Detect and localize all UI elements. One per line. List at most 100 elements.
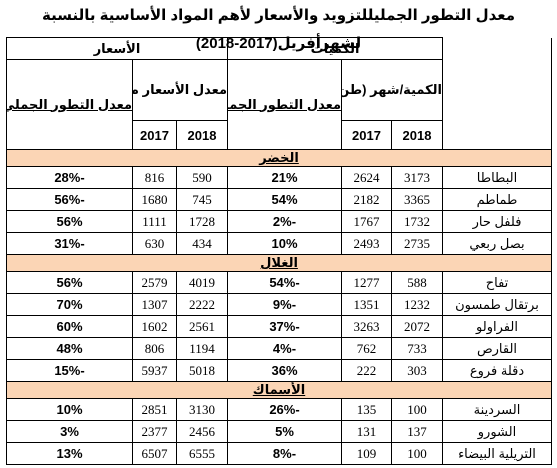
table-row: التريلية البيضاء 100 109 -8% 6555 6507 13% [6, 442, 552, 465]
price-2017-cell: 1602 [132, 315, 177, 338]
table-row: الفراولو 2072 3263 -37% 2561 1602 60% [6, 315, 552, 338]
qty-2018-cell: 588 [391, 271, 443, 294]
qty-change-cell: -8% [227, 442, 342, 465]
qty-month-header: الكمية/شهر (طن) [341, 59, 443, 121]
item-name-cell: برتقال طمسون [442, 293, 552, 316]
price-change-cell: -56% [6, 188, 133, 211]
qty-2017-header: 2017 [341, 120, 392, 150]
qty-2017-cell: 109 [341, 442, 392, 465]
price-2018-cell: 434 [176, 232, 228, 255]
price-2018-cell: 1194 [176, 337, 228, 360]
qty-2017-cell: 222 [341, 359, 392, 382]
price-2017-header: 2017 [132, 120, 177, 150]
item-name-cell: تفاح [442, 271, 552, 294]
price-2017-cell: 1307 [132, 293, 177, 316]
item-name-cell: القارص [442, 337, 552, 360]
table-row: السردينة 100 135 -26% 3130 2851 10% [6, 398, 552, 421]
qty-2017-cell: 2182 [341, 188, 392, 211]
qty-2018-cell: 3365 [391, 188, 443, 211]
price-2018-cell: 1728 [176, 210, 228, 233]
table-row: البطاطا 3173 2624 21% 590 816 -28% [6, 166, 552, 189]
qty-2018-cell: 100 [391, 398, 443, 421]
price-change-cell: -15% [6, 359, 133, 382]
qty-2018-cell: 2072 [391, 315, 443, 338]
table-row: بصل ربعي 2735 2493 10% 434 630 -31% [6, 232, 552, 255]
qty-2018-cell: 137 [391, 420, 443, 443]
price-2018-cell: 4019 [176, 271, 228, 294]
price-change-cell: -31% [6, 232, 133, 255]
table-row: طماطم 3365 2182 54% 745 1680 -56% [6, 188, 552, 211]
price-change-cell: 48% [6, 337, 133, 360]
qty-2018-cell: 3173 [391, 166, 443, 189]
price-2018-cell: 745 [176, 188, 228, 211]
price-2017-cell: 6507 [132, 442, 177, 465]
qty-2018-cell: 100 [391, 442, 443, 465]
item-header-cell [442, 37, 552, 150]
qty-change-cell: 54% [227, 188, 342, 211]
qty-change-cell: 21% [227, 166, 342, 189]
qty-2017-cell: 1767 [341, 210, 392, 233]
qty-change-header: معدل التطور الجملي للتزويد 2018-2017 (%) [227, 59, 342, 150]
price-2017-cell: 806 [132, 337, 177, 360]
price-2017-cell: 2851 [132, 398, 177, 421]
price-2017-cell: 5937 [132, 359, 177, 382]
item-name-cell: البطاطا [442, 166, 552, 189]
price-2017-cell: 2377 [132, 420, 177, 443]
price-change-cell: 60% [6, 315, 133, 338]
price-unit-header: معدل الأسعار مليم/كغ [132, 59, 228, 121]
category-row: الغلال [6, 254, 552, 272]
prices-group-header: الأسعار [6, 37, 228, 60]
qty-change-cell: -9% [227, 293, 342, 316]
price-2017-cell: 2579 [132, 271, 177, 294]
price-2017-cell: 630 [132, 232, 177, 255]
qty-change-cell: 10% [227, 232, 342, 255]
price-change-cell: 56% [6, 210, 133, 233]
category-row: الخضر [6, 149, 552, 167]
qty-change-cell: -26% [227, 398, 342, 421]
item-name-cell: بصل ربعي [442, 232, 552, 255]
price-2018-cell: 6555 [176, 442, 228, 465]
item-name-cell: السردينة [442, 398, 552, 421]
qty-change-cell: 5% [227, 420, 342, 443]
price-change-cell: 56% [6, 271, 133, 294]
category-label: الغلال [6, 254, 552, 272]
qty-2017-cell: 131 [341, 420, 392, 443]
qty-2018-cell: 733 [391, 337, 443, 360]
qty-change-cell: -4% [227, 337, 342, 360]
item-name-cell: الشورو [442, 420, 552, 443]
price-2018-cell: 2561 [176, 315, 228, 338]
category-row: الأسماك [6, 381, 552, 399]
category-label: الخضر [6, 149, 552, 167]
table-row: دقلة فروع 303 222 36% 5018 5937 -15% [6, 359, 552, 382]
price-2018-cell: 590 [176, 166, 228, 189]
price-2018-cell: 3130 [176, 398, 228, 421]
price-change-header: معدل التطور الجملي للأسعار 2018-2017 (%) [6, 59, 133, 150]
qty-2018-cell: 2735 [391, 232, 443, 255]
category-label: الأسماك [6, 381, 552, 399]
qty-2017-cell: 1277 [341, 271, 392, 294]
price-2018-cell: 5018 [176, 359, 228, 382]
table-row: تفاح 588 1277 -54% 4019 2579 56% [6, 271, 552, 294]
qty-2017-cell: 1351 [341, 293, 392, 316]
item-name-cell: التريلية البيضاء [442, 442, 552, 465]
qty-change-cell: -37% [227, 315, 342, 338]
qty-2018-cell: 303 [391, 359, 443, 382]
table-row: الشورو 137 131 5% 2456 2377 3% [6, 420, 552, 443]
quantities-group-header: الكميات [227, 37, 443, 60]
item-name-cell: دقلة فروع [442, 359, 552, 382]
price-2018-cell: 2222 [176, 293, 228, 316]
price-2018-header: 2018 [176, 120, 228, 150]
table-row: القارص 733 762 -4% 1194 806 48% [6, 337, 552, 360]
qty-change-cell: -54% [227, 271, 342, 294]
item-name-cell: الفراولو [442, 315, 552, 338]
price-change-cell: 70% [6, 293, 133, 316]
qty-2017-cell: 762 [341, 337, 392, 360]
qty-2017-cell: 135 [341, 398, 392, 421]
price-change-cell: -28% [6, 166, 133, 189]
price-2017-cell: 1111 [132, 210, 177, 233]
price-2017-cell: 816 [132, 166, 177, 189]
price-2017-cell: 1680 [132, 188, 177, 211]
price-change-cell: 3% [6, 420, 133, 443]
price-2018-cell: 2456 [176, 420, 228, 443]
table-row: فلفل حار 1732 1767 -2% 1728 1111 56% [6, 210, 552, 233]
